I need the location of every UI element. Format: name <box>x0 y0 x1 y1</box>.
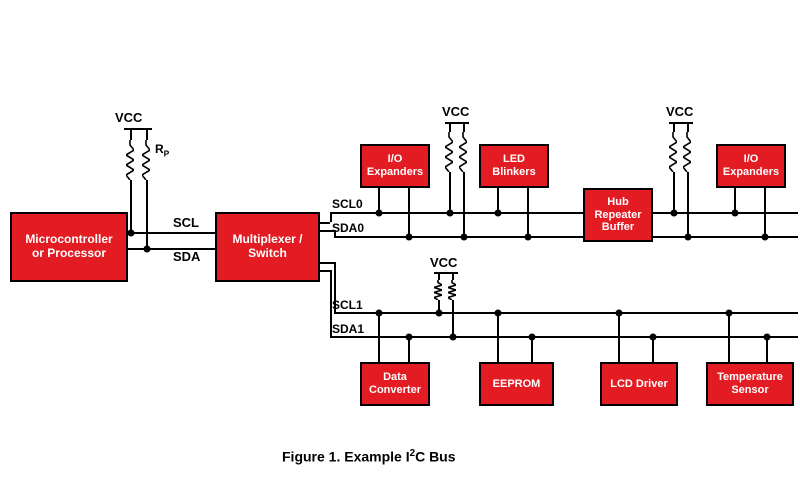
junction-dot-20 <box>726 310 733 317</box>
wire-mux_out_top1 <box>320 222 330 224</box>
block-temp: TemperatureSensor <box>706 362 794 406</box>
label-vcc_b: VCC <box>430 255 457 270</box>
junction-dot-7 <box>525 234 532 241</box>
wire-res_t1_top1 <box>673 122 675 132</box>
wire-sda0_bus_a <box>334 236 583 238</box>
wire-io0_b <box>408 188 410 236</box>
wire-lcd_a <box>618 312 620 362</box>
wire-scl0_bus_a <box>330 212 583 214</box>
wire-res_t0_bot1 <box>449 172 451 212</box>
wire-res_t0_top2 <box>463 122 465 132</box>
wire-tmp_a <box>728 312 730 362</box>
wire-led_b <box>527 188 529 236</box>
block-mux: Multiplexer /Switch <box>215 212 320 282</box>
wire-ee_a <box>497 312 499 362</box>
wire-res_b_top1 <box>438 272 440 280</box>
junction-dot-18 <box>616 310 623 317</box>
resistor-rT1b <box>683 132 691 172</box>
junction-dot-0 <box>128 230 135 237</box>
label-vcc_t0: VCC <box>442 104 469 119</box>
junction-dot-10 <box>732 210 739 217</box>
junction-dot-21 <box>764 334 771 341</box>
label-rp: RP <box>155 142 169 158</box>
wire-res_l_top2 <box>146 128 148 140</box>
diagram-canvas: Microcontrolleror Processor Multiplexer /… <box>0 0 800 500</box>
wire-sda_main <box>128 248 215 250</box>
block-led: LEDBlinkers <box>479 144 549 188</box>
wire-res_l_bot1 <box>130 180 132 232</box>
wire-io1_a <box>734 188 736 212</box>
block-lcd: LCD Driver <box>600 362 678 406</box>
wire-res_t0_bot2 <box>463 172 465 236</box>
label-vcc_left: VCC <box>115 110 142 125</box>
wire-io0_a <box>378 188 380 212</box>
wire-sda0_bus_b <box>653 236 798 238</box>
wire-led_a <box>497 188 499 212</box>
label-scl0: SCL0 <box>332 197 363 211</box>
wire-dc_a <box>378 312 380 362</box>
resistor-rT0a <box>445 132 453 172</box>
wire-res_t0_top1 <box>449 122 451 132</box>
block-dataconv: DataConverter <box>360 362 430 406</box>
figure-caption: Figure 1. Example I2C Bus <box>282 448 456 465</box>
wire-res_t1_top2 <box>687 122 689 132</box>
resistor-rL1 <box>126 140 134 180</box>
junction-dot-8 <box>671 210 678 217</box>
label-vcc_t1: VCC <box>666 104 693 119</box>
resistor-rBb <box>448 280 456 300</box>
junction-dot-3 <box>406 234 413 241</box>
label-sda0: SDA0 <box>332 221 364 235</box>
junction-dot-19 <box>650 334 657 341</box>
label-scl1: SCL1 <box>332 298 363 312</box>
resistor-rL2 <box>142 140 150 180</box>
wire-res_l_bot2 <box>146 180 148 248</box>
junction-dot-16 <box>495 310 502 317</box>
junction-dot-9 <box>685 234 692 241</box>
block-hub: HubRepeaterBuffer <box>583 188 653 242</box>
junction-dot-13 <box>406 334 413 341</box>
wire-res_t1_bot2 <box>687 172 689 236</box>
junction-dot-6 <box>495 210 502 217</box>
block-eeprom: EEPROM <box>479 362 554 406</box>
wire-mux_out_bot2 <box>320 270 330 272</box>
block-mcu: Microcontrolleror Processor <box>10 212 128 282</box>
junction-dot-15 <box>450 334 457 341</box>
resistor-rT1a <box>669 132 677 172</box>
wire-res_b_bot2 <box>452 300 454 336</box>
junction-dot-12 <box>376 310 383 317</box>
resistor-rT0b <box>459 132 467 172</box>
wire-mux_out_bot1 <box>320 262 334 264</box>
junction-dot-1 <box>144 246 151 253</box>
resistor-rBa <box>434 280 442 300</box>
wire-res_t1_bot1 <box>673 172 675 212</box>
wire-scl_main <box>128 232 215 234</box>
label-sda: SDA <box>173 249 200 264</box>
block-ioexp0: I/OExpanders <box>360 144 430 188</box>
wire-res_b_top2 <box>452 272 454 280</box>
junction-dot-11 <box>762 234 769 241</box>
wire-res_l_top1 <box>130 128 132 140</box>
junction-dot-5 <box>461 234 468 241</box>
junction-dot-2 <box>376 210 383 217</box>
junction-dot-17 <box>529 334 536 341</box>
block-ioexp1: I/OExpanders <box>716 144 786 188</box>
junction-dot-14 <box>436 310 443 317</box>
wire-io1_b <box>764 188 766 236</box>
label-scl: SCL <box>173 215 199 230</box>
junction-dot-4 <box>447 210 454 217</box>
label-sda1: SDA1 <box>332 322 364 336</box>
